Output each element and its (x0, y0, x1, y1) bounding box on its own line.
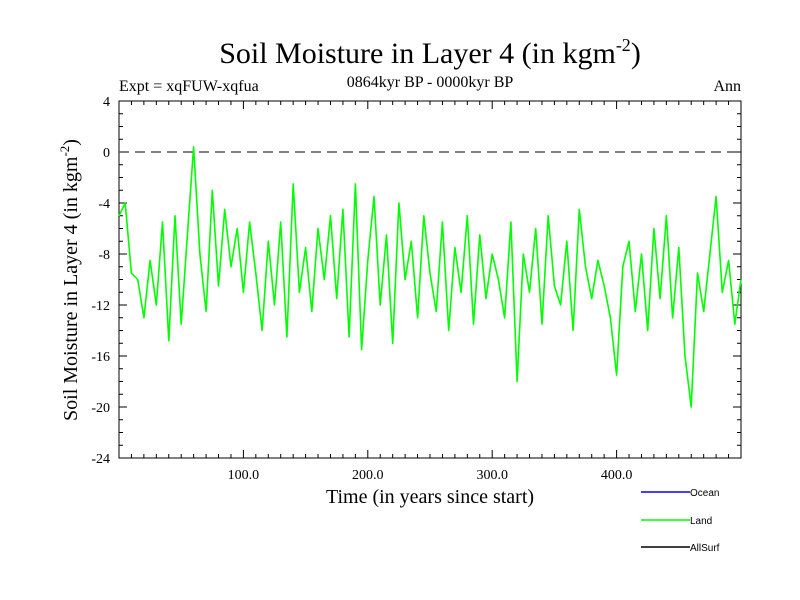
x-axis-label: Time (in years since start) (326, 486, 534, 508)
legend-label-ocean: Ocean (690, 488, 719, 499)
x-tick-labels: 100.0 200.0 300.0 400.0 (228, 468, 633, 483)
y-axis-label: Soil Moisture in Layer 4 (in kgm-2) (57, 139, 82, 421)
chart-title: Soil Moisture in Layer 4 (in kgm-2) (219, 35, 641, 70)
y-tick-label: -16 (91, 350, 110, 365)
series-line-land (118, 146, 742, 408)
experiment-label: Expt = xqFUW-xqfua (119, 78, 259, 95)
x-tick-label: 300.0 (476, 468, 508, 483)
y-tick-label: -20 (91, 401, 110, 416)
y-tick-label: 4 (103, 95, 110, 110)
y-tick-label: -8 (98, 248, 110, 263)
season-label: Ann (713, 78, 741, 95)
y-tick-label: -4 (98, 197, 110, 212)
legend: Ocean Land AllSurf (641, 488, 720, 554)
legend-label-allsurf: AllSurf (690, 543, 720, 554)
series-group (118, 146, 742, 408)
plot-frame (118, 100, 742, 459)
y-tick-label: -24 (91, 452, 110, 467)
y-tick-label: 0 (103, 146, 110, 161)
legend-label-land: Land (690, 516, 712, 527)
axis-ticks (119, 100, 741, 459)
x-tick-label: 400.0 (601, 468, 633, 483)
time-range-label: 0864kyr BP - 0000kyr BP (347, 74, 514, 91)
x-tick-label: 200.0 (352, 468, 384, 483)
x-tick-label: 100.0 (228, 468, 260, 483)
y-tick-labels: 4 0 -4 -8 -12 -16 -20 -24 (91, 95, 110, 467)
y-tick-label: -12 (91, 299, 110, 314)
